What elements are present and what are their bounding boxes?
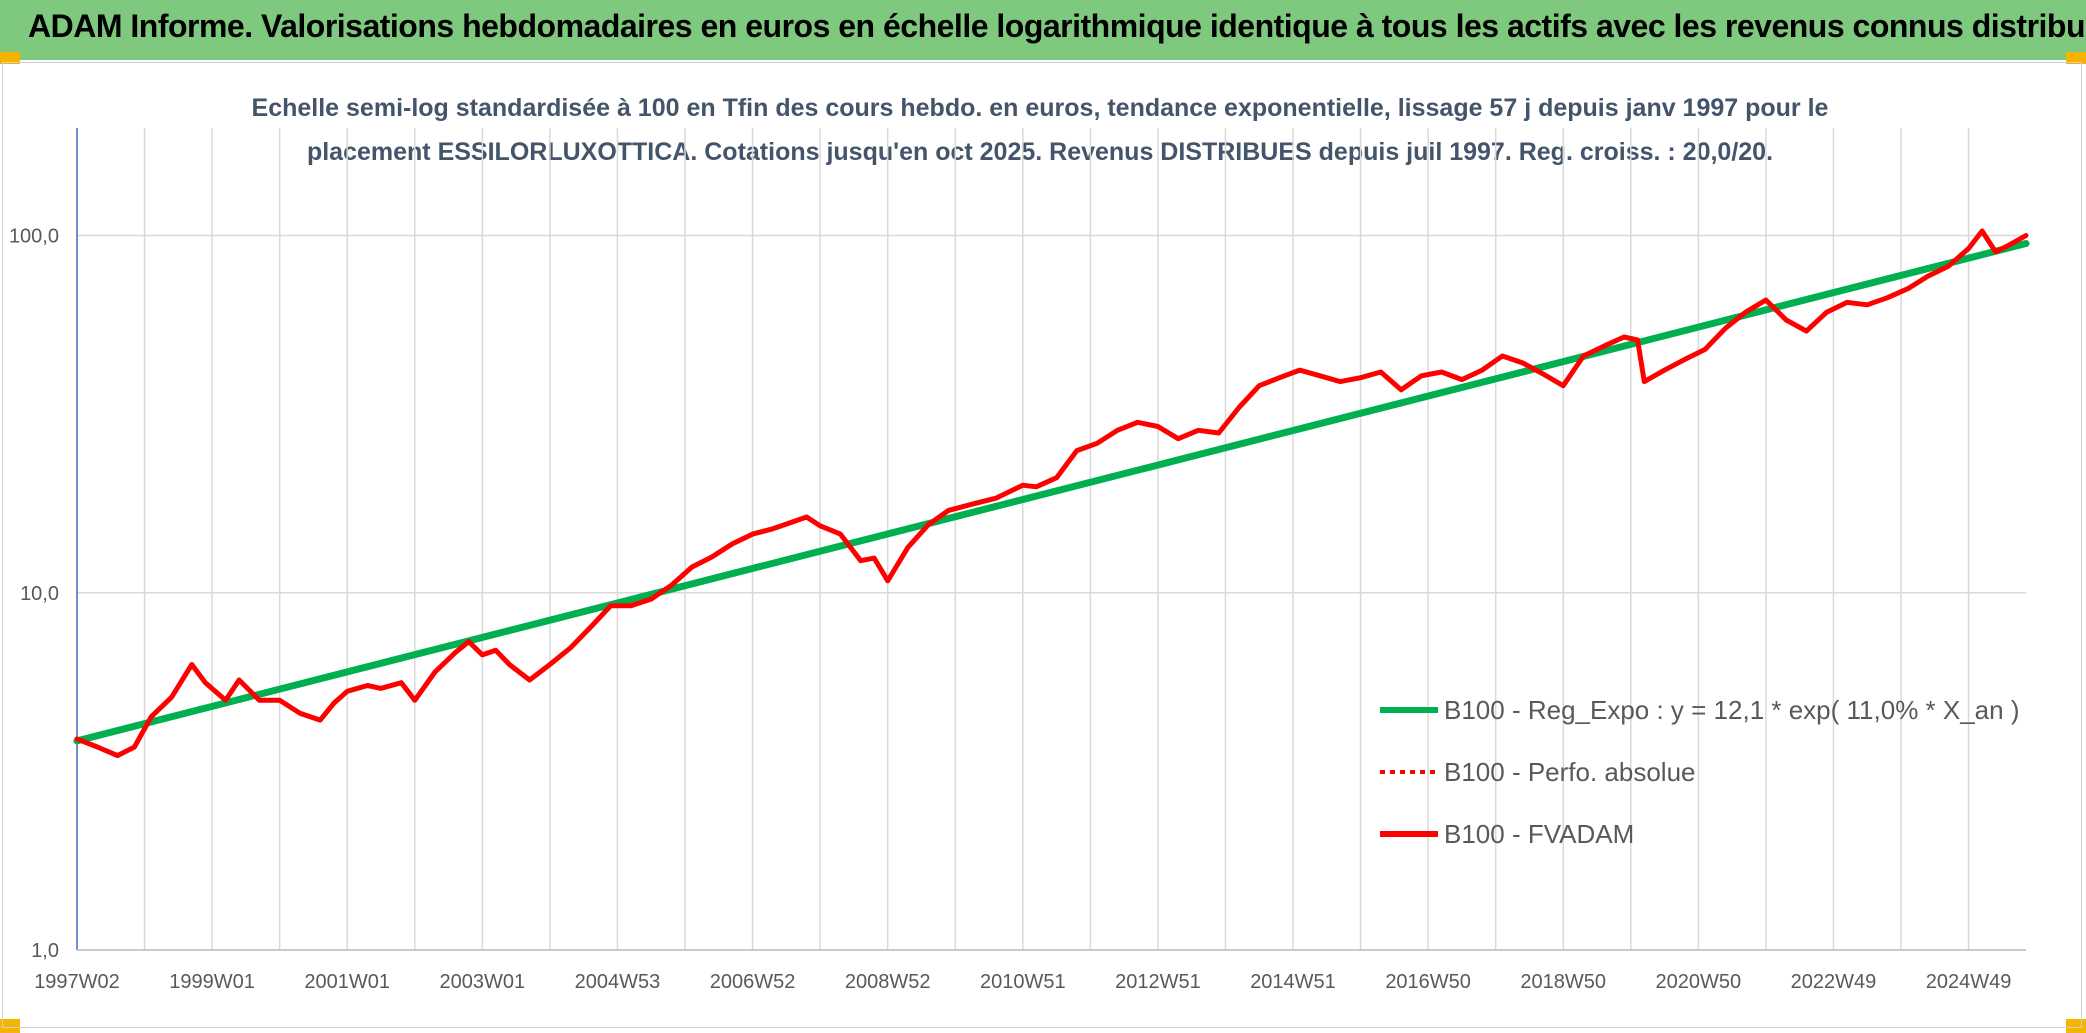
y-tick-label: 1,0 [31, 940, 59, 962]
corner-marker-top-left [0, 52, 20, 64]
y-tick-label: 100,0 [9, 226, 59, 248]
series-lines [73, 228, 2030, 759]
x-tick-label: 2020W50 [1656, 971, 1742, 993]
x-tick-label: 2022W49 [1791, 971, 1877, 993]
series-line-fvadam [74, 228, 2029, 759]
x-tick-label: 1997W02 [34, 971, 120, 993]
corner-marker-top-right [2066, 52, 2086, 64]
series-line-regression [73, 239, 2030, 745]
chart-frame [2, 62, 2082, 1028]
x-tick-label: 2004W53 [575, 971, 661, 993]
x-tick-label: 2018W50 [1520, 971, 1606, 993]
x-tick-label: 2008W52 [845, 971, 931, 993]
x-tick-label: 2003W01 [440, 971, 526, 993]
x-tick-label: 2012W51 [1115, 971, 1201, 993]
report-banner: ADAM Informe. Valorisations hebdomadaire… [0, 0, 2086, 60]
legend-entry: B100 - Reg_Expo : y = 12,1 * exp( 11,0% … [1444, 695, 2019, 725]
y-tick-label: 10,0 [20, 583, 59, 605]
x-tick-label: 2016W50 [1385, 971, 1471, 993]
axes: 1,0 10,0 100,0 1997W02 1999W01 2001W01 2003W01… [9, 128, 2026, 993]
x-tick-label: 2006W52 [710, 971, 796, 993]
report-title: ADAM Informe. Valorisations hebdomadaire… [28, 8, 2086, 44]
legend-entry: B100 - FVADAM [1444, 819, 1634, 849]
chart-title: Echelle semi-log standardisée à 100 en T… [251, 94, 1829, 166]
legend-entry: B100 - Perfo. absolue [1444, 757, 1696, 787]
corner-marker-bottom-left [0, 1019, 20, 1033]
x-tick-label: 1999W01 [169, 971, 255, 993]
x-tick-label: 2010W51 [980, 971, 1066, 993]
x-tick-label: 2001W01 [304, 971, 390, 993]
x-tick-label: 2014W51 [1250, 971, 1336, 993]
legend: B100 - Reg_Expo : y = 12,1 * exp( 11,0% … [1380, 695, 2019, 849]
x-tick-label: 2024W49 [1926, 971, 2012, 993]
grid-lines [76, 128, 2026, 951]
